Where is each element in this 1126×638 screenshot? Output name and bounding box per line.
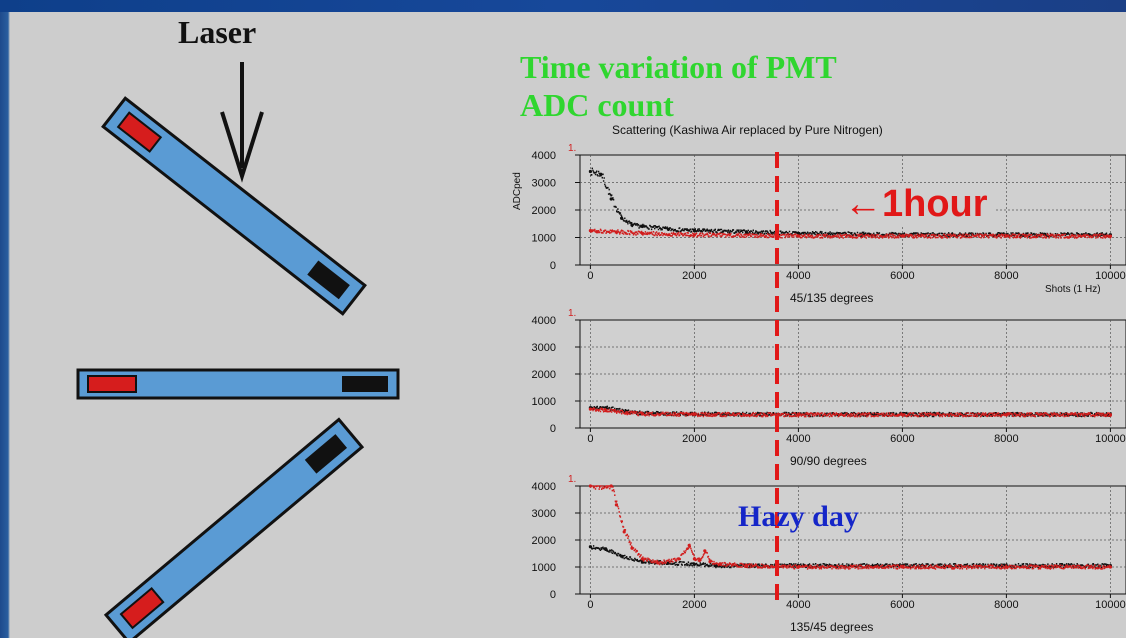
x-tick-label: 8000 bbox=[994, 433, 1018, 445]
one-hour-label: 1hour bbox=[882, 183, 988, 225]
x-tick-label: 2000 bbox=[682, 270, 706, 282]
x-tick-label: 4000 bbox=[786, 599, 810, 611]
data-point bbox=[588, 169, 593, 174]
x-tick-label: 4000 bbox=[786, 433, 810, 445]
x-tick-label: 6000 bbox=[890, 270, 914, 282]
red-pmt-end bbox=[116, 111, 163, 153]
chart-panel-1: 0 1000 2000 3000 4000 0 2000 4000 6000 8000 10000 1… bbox=[512, 143, 1126, 305]
series-2 bbox=[588, 228, 1112, 239]
x-tick-label: 6000 bbox=[890, 433, 914, 445]
title-line-2: ADC count bbox=[520, 87, 674, 123]
x-tick-label: 10000 bbox=[1095, 599, 1126, 611]
series-samples bbox=[590, 485, 1112, 570]
data-point bbox=[622, 530, 626, 534]
y-tick-label: 2000 bbox=[532, 369, 556, 381]
black-pmt-end bbox=[307, 260, 350, 300]
scintillator-bar-icon bbox=[101, 96, 367, 316]
y-tick-label: 3000 bbox=[532, 508, 556, 520]
y-tick-label: 4000 bbox=[532, 150, 556, 162]
hazy-day-annotation: Hazy day bbox=[738, 500, 859, 533]
x-tick-label: 4000 bbox=[786, 270, 810, 282]
panel-marker: 1. bbox=[568, 308, 576, 319]
x-tick-label: 2000 bbox=[682, 433, 706, 445]
black-pmt-end bbox=[342, 376, 388, 392]
panel-marker: 1. bbox=[568, 474, 576, 485]
scintillator-bar-icon bbox=[76, 368, 400, 400]
x-tick-label: 8000 bbox=[994, 270, 1018, 282]
red-pmt-end bbox=[119, 586, 165, 630]
panel-caption: 45/135 degrees bbox=[790, 291, 873, 305]
y-tick-label: 0 bbox=[550, 260, 556, 272]
y-tick-label: 0 bbox=[550, 423, 556, 435]
series-samples bbox=[590, 228, 1112, 239]
left-arrow-icon: ← bbox=[844, 183, 882, 225]
scintillator-bar-icon bbox=[103, 417, 365, 638]
panel-caption: 135/45 degrees bbox=[790, 620, 873, 634]
series-samples bbox=[590, 407, 1112, 418]
down-arrow-icon bbox=[220, 62, 264, 183]
laser-label: Laser bbox=[178, 14, 257, 50]
slide-title: Time variation of PMT ADC count bbox=[520, 48, 837, 124]
one-hour-annotation: ←1hour bbox=[838, 183, 994, 226]
y-tick-label: 1000 bbox=[532, 562, 556, 574]
x-tick-label: 0 bbox=[587, 433, 593, 445]
x-tick-label: 6000 bbox=[890, 599, 914, 611]
y-tick-label: 4000 bbox=[532, 315, 556, 327]
bar-body bbox=[101, 96, 367, 316]
red-pmt-end bbox=[87, 375, 137, 393]
y-tick-label: 1000 bbox=[532, 233, 556, 245]
scattering-title: Scattering (Kashiwa Air replaced by Pure… bbox=[612, 123, 883, 137]
chart-panel-3: 0 1000 2000 3000 4000 0 2000 4000 6000 8000 10000 1… bbox=[532, 474, 1126, 634]
bar-body bbox=[103, 417, 365, 638]
panel-marker: 1. bbox=[568, 143, 576, 154]
y-tick-label: 0 bbox=[550, 589, 556, 601]
x-tick-label: 8000 bbox=[994, 599, 1018, 611]
y-tick-label: 4000 bbox=[532, 481, 556, 493]
x-tick-label: 10000 bbox=[1095, 270, 1126, 282]
panel-caption: 90/90 degrees bbox=[790, 454, 867, 468]
x-tick-label: 10000 bbox=[1095, 433, 1126, 445]
y-axis-label: ADCped bbox=[512, 172, 523, 210]
y-tick-label: 2000 bbox=[532, 535, 556, 547]
x-tick-label: 0 bbox=[587, 270, 593, 282]
y-tick-label: 3000 bbox=[532, 178, 556, 190]
y-tick-label: 3000 bbox=[532, 342, 556, 354]
chart-panel-2: 0 1000 2000 3000 4000 0 2000 4000 6000 8000 10000 1… bbox=[532, 308, 1126, 468]
series-2 bbox=[588, 407, 1112, 418]
x-tick-label: 2000 bbox=[682, 599, 706, 611]
title-line-1: Time variation of PMT bbox=[520, 49, 837, 85]
x-tick-label: 0 bbox=[587, 599, 593, 611]
y-tick-label: 1000 bbox=[532, 396, 556, 408]
black-pmt-end bbox=[304, 434, 348, 474]
x-axis-label: Shots (1 Hz) bbox=[1045, 284, 1101, 295]
y-tick-label: 2000 bbox=[532, 205, 556, 217]
series-2 bbox=[588, 484, 1112, 570]
